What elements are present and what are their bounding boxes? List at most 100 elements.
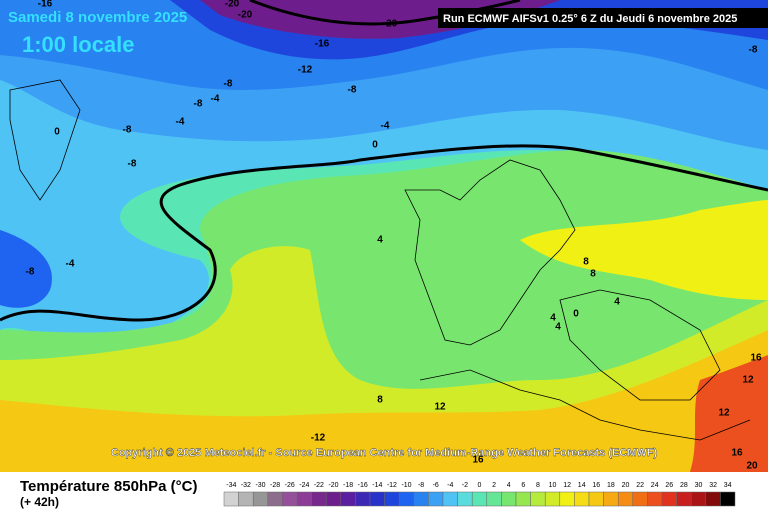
contour-label: -4: [211, 94, 220, 105]
legend-tick-label: -4: [447, 482, 453, 489]
legend-tick-label: 32: [709, 482, 717, 489]
contour-label: -20: [238, 10, 253, 21]
legend-tick-label: -10: [401, 482, 411, 489]
zero-isotherm: [0, 144, 768, 322]
warm-area: [520, 200, 768, 300]
legend-swatch: [690, 491, 707, 507]
legend-swatch: [632, 491, 648, 507]
legend-swatch: [530, 491, 546, 507]
legend-swatch: [457, 491, 473, 507]
contour-label: 4: [377, 235, 383, 246]
legend-swatch: [325, 491, 342, 507]
legend-tick-label: 12: [563, 482, 571, 489]
legend-tick-label: -22: [314, 482, 324, 489]
contour-label: -4: [381, 121, 390, 132]
contour-label: 0: [372, 140, 378, 151]
legend-swatch: [252, 491, 269, 507]
legend-tick-label: 2: [492, 482, 496, 489]
run-box: [438, 8, 768, 28]
contour-label: -20: [225, 0, 240, 10]
legend-tick-label: -18: [343, 482, 353, 489]
contour-label: -8: [128, 159, 137, 170]
legend-tick-label: -34: [226, 482, 236, 489]
legend-tick-label: -20: [328, 482, 338, 489]
legend-tick-label: 8: [536, 482, 540, 489]
contour-label: -20: [383, 19, 398, 30]
legend-tick-label: -12: [387, 482, 397, 489]
footer-title: Température 850hPa (°C): [20, 478, 197, 495]
legend-swatch: [676, 491, 692, 507]
contour-label: -8: [224, 79, 233, 90]
contour-label: 16: [731, 448, 743, 459]
legend-tick-label: 24: [651, 482, 659, 489]
copyright: Copyright © 2025 Meteociel.fr - Source E…: [111, 447, 658, 459]
contour-label: -8: [26, 267, 35, 278]
contour-label: 12: [434, 402, 446, 413]
contour-label: 0: [573, 309, 579, 320]
legend-swatch: [296, 491, 312, 507]
cold-area: [0, 230, 52, 308]
legend-swatch: [515, 491, 531, 507]
legend-swatch: [486, 491, 502, 507]
legend-tick-label: 34: [724, 482, 732, 489]
legend-swatch: [705, 491, 721, 507]
legend-tick-label: -6: [433, 482, 439, 489]
legend-swatch: [661, 491, 677, 507]
legend-swatch: [369, 491, 385, 507]
isotherm: [249, 0, 521, 26]
legend-swatch: [355, 491, 371, 507]
legend-tick-label: 0: [478, 482, 482, 489]
contour-label: 0: [54, 127, 60, 138]
legend-tick-label: -14: [372, 482, 382, 489]
legend-tick-label: -2: [462, 482, 468, 489]
legend-swatch: [588, 491, 604, 507]
legend-swatch: [340, 491, 356, 507]
legend-swatch: [238, 491, 254, 507]
date: Samedi 8 novembre 2025: [8, 9, 187, 26]
contour-label: -8: [348, 85, 357, 96]
contour-label: -4: [176, 117, 185, 128]
legend-swatch: [471, 491, 488, 507]
contour-label: -16: [38, 0, 53, 10]
contour-label: -4: [66, 259, 75, 270]
legend-tick-label: 18: [607, 482, 615, 489]
legend-swatch: [398, 491, 415, 507]
legend-tick-label: -30: [255, 482, 265, 489]
coastline: [9, 79, 751, 441]
contour-label: -12: [298, 65, 313, 76]
legend-swatch: [223, 491, 239, 507]
legend-swatch: [282, 491, 298, 507]
legend-tick-label: 10: [549, 482, 557, 489]
contour-label: 8: [583, 257, 589, 268]
contour-label: 8: [377, 395, 383, 406]
legend-tick-label: 16: [592, 482, 600, 489]
legend-tick-label: 28: [680, 482, 688, 489]
legend-swatch: [647, 491, 663, 507]
legend-swatch: [544, 491, 561, 507]
legend-swatch: [311, 491, 327, 507]
contour-label: -8: [194, 99, 203, 110]
contour-label: -8: [123, 125, 132, 136]
legend-tick-label: 4: [507, 482, 511, 489]
legend-tick-label: 6: [521, 482, 525, 489]
lead-time: (+ 42h): [20, 495, 59, 509]
local-time: 1:00 locale: [22, 32, 135, 57]
legend-swatch: [428, 491, 444, 507]
contour-label: -16: [315, 39, 330, 50]
legend-tick-label: -26: [285, 482, 295, 489]
legend-tick-label: -32: [241, 482, 251, 489]
contour-label: -12: [311, 433, 326, 444]
legend-tick-label: 20: [622, 482, 630, 489]
legend-swatch: [384, 491, 400, 507]
legend-swatch: [603, 491, 619, 507]
contour-label: -8: [749, 45, 758, 56]
contour-label: 4: [614, 297, 620, 308]
warm-area: [0, 330, 768, 472]
legend-tick-label: 26: [665, 482, 673, 489]
contour-label: 4: [550, 313, 556, 324]
legend-swatch: [720, 491, 736, 507]
contour-label: 8: [590, 269, 596, 280]
legend-tick-label: 14: [578, 482, 586, 489]
legend-swatch: [267, 491, 283, 507]
